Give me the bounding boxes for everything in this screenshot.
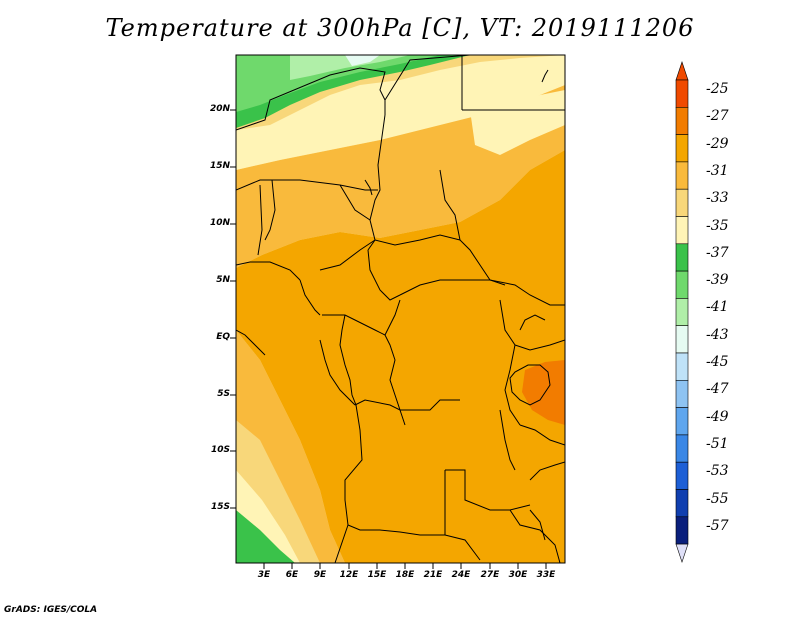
colorbar-swatch bbox=[675, 352, 689, 381]
colorbar-label: -33 bbox=[706, 190, 729, 207]
colorbar-bottom-triangle bbox=[675, 543, 689, 564]
colorbar-label: -31 bbox=[706, 162, 729, 179]
lon-label-24e: 24E bbox=[451, 570, 471, 580]
colorbar bbox=[675, 61, 689, 564]
colorbar-label: -27 bbox=[706, 108, 729, 125]
lat-label-eq: EQ bbox=[216, 332, 230, 342]
lon-label-9e: 9E bbox=[313, 570, 327, 580]
colorbar-label: -39 bbox=[706, 272, 729, 289]
colorbar-top-triangle bbox=[675, 61, 689, 81]
colorbar-label: -41 bbox=[706, 299, 729, 316]
colorbar-label: -35 bbox=[706, 217, 729, 234]
lat-label-5s: 5S bbox=[217, 389, 230, 399]
field-minus37-sw bbox=[236, 510, 295, 563]
field-minus35-east bbox=[470, 90, 565, 155]
field-minus41-north bbox=[290, 55, 410, 80]
field-minus27-east bbox=[522, 360, 565, 425]
map-ticks bbox=[230, 109, 547, 569]
lat-label-15s: 15S bbox=[210, 502, 230, 512]
lat-label-10s: 10S bbox=[210, 445, 230, 455]
field-minus35-north bbox=[236, 55, 565, 170]
lon-label-6e: 6E bbox=[285, 570, 299, 580]
lon-label-30e: 30E bbox=[508, 570, 528, 580]
colorbar-swatch bbox=[675, 407, 689, 436]
colorbar-label: -51 bbox=[706, 435, 729, 452]
lon-label-12e: 12E bbox=[339, 570, 359, 580]
colorbar-swatch bbox=[675, 298, 689, 326]
lon-label-3e: 3E bbox=[257, 570, 271, 580]
field-minus43-north bbox=[345, 55, 380, 66]
lon-label-33e: 33E bbox=[536, 570, 556, 580]
lat-label-20n: 20N bbox=[209, 104, 230, 114]
colorbar-swatch bbox=[675, 434, 689, 463]
colorbar-swatch bbox=[675, 325, 689, 354]
lon-label-21e: 21E bbox=[423, 570, 443, 580]
lon-label-18e: 18E bbox=[395, 570, 415, 580]
temperature-field bbox=[236, 55, 565, 563]
colorbar-swatch bbox=[675, 243, 689, 272]
colorbar-label: -37 bbox=[706, 244, 729, 261]
colorbar-swatch bbox=[675, 161, 689, 190]
field-minus29-central bbox=[236, 150, 565, 563]
colorbar-swatch bbox=[675, 79, 689, 108]
lon-label-27e: 27E bbox=[480, 570, 500, 580]
lat-label-15n: 15N bbox=[209, 161, 230, 171]
colorbar-label: -43 bbox=[706, 326, 729, 343]
colorbar-label: -53 bbox=[706, 463, 729, 480]
colorbar-swatch bbox=[675, 216, 689, 245]
colorbar-swatch bbox=[675, 461, 689, 490]
map-borders bbox=[236, 55, 565, 563]
colorbar-swatch bbox=[675, 516, 689, 545]
colorbar-label: -57 bbox=[706, 517, 729, 534]
colorbar-label: -47 bbox=[706, 381, 729, 398]
lon-label-15e: 15E bbox=[367, 570, 387, 580]
colorbar-label: -25 bbox=[706, 81, 729, 97]
colorbar-label: -49 bbox=[706, 408, 729, 425]
colorbar-label: -55 bbox=[706, 490, 729, 507]
colorbar-swatch bbox=[675, 489, 689, 518]
colorbar-swatch bbox=[675, 379, 689, 408]
colorbar-label: -29 bbox=[706, 135, 729, 152]
lat-label-5n: 5N bbox=[216, 275, 230, 285]
field-minus39-north bbox=[236, 55, 440, 112]
map-frame bbox=[235, 54, 566, 564]
grads-credit: GrADS: IGES/COLA bbox=[4, 605, 98, 615]
colorbar-label: -45 bbox=[706, 354, 729, 370]
chart-title: Temperature at 300hPa [C], VT: 201911120… bbox=[105, 14, 695, 42]
colorbar-swatch bbox=[675, 188, 689, 217]
colorbar-swatch bbox=[675, 107, 689, 135]
colorbar-swatch bbox=[675, 134, 689, 163]
colorbar-swatch bbox=[675, 270, 689, 299]
lat-label-10n: 10N bbox=[209, 218, 230, 228]
